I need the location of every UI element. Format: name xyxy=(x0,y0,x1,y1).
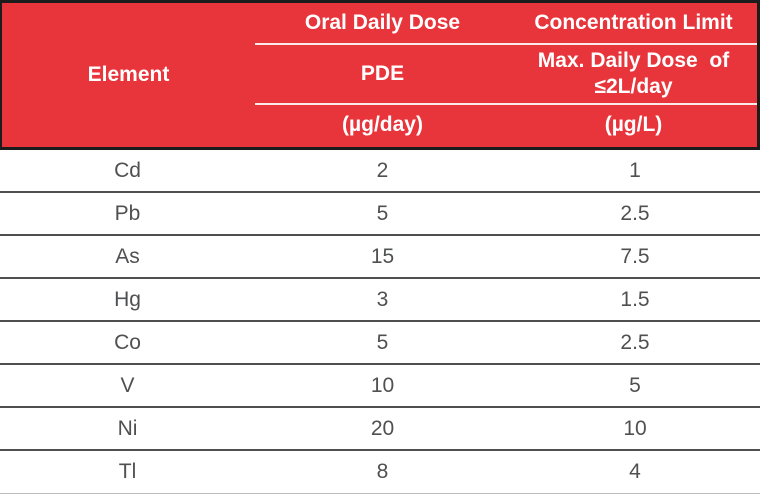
cell-element: V xyxy=(120,373,135,397)
table-row: V 10 5 xyxy=(0,365,760,408)
max-daily-dose-line2: ≤2L/day xyxy=(594,75,673,98)
header-cell-element: Element xyxy=(87,63,170,86)
cell-pde: 15 xyxy=(370,244,395,268)
header-row-units: (µg/day) (µg/L) xyxy=(255,105,757,145)
table-row: As 15 7.5 xyxy=(0,236,760,279)
cell-limit: 1 xyxy=(629,158,641,182)
cell-element: Pb xyxy=(114,201,141,225)
cell-pde: 2 xyxy=(376,158,389,182)
cell-limit: 7.5 xyxy=(620,244,650,268)
table-row: Hg 3 1.5 xyxy=(0,279,760,322)
header-row-subtitles: PDE Max. Daily Dose of ≤2L/day xyxy=(255,45,757,105)
cell-element: Hg xyxy=(114,287,141,311)
cell-element: Tl xyxy=(118,460,137,483)
cell-element: Co xyxy=(114,330,141,354)
table-row: Cd 2 1 xyxy=(0,150,760,193)
cell-element: As xyxy=(115,244,140,268)
table-body: Cd 2 1 Pb 5 2.5 As 15 7.5 Hg 3 1.5 Co 5 2.5 V 10 5 Ni 20 10 T… xyxy=(0,150,760,494)
header-cell-oral-daily-dose: Oral Daily Dose xyxy=(304,11,461,34)
cell-pde: 5 xyxy=(376,330,389,354)
header-cell-pde: PDE xyxy=(360,62,405,85)
table-row: Tl 8 4 xyxy=(0,451,760,494)
table-row: Pb 5 2.5 xyxy=(0,193,760,236)
max-daily-dose-line1: Max. Daily Dose of xyxy=(537,49,730,72)
header-cell-unit-ug-l: (µg/L) xyxy=(604,113,663,136)
cell-limit: 5 xyxy=(629,373,641,397)
header-cell-unit-ug-day: (µg/day) xyxy=(342,113,423,136)
header-cell-max-daily-dose: Max. Daily Dose of ≤2L/day xyxy=(510,45,757,103)
header-right-section: Oral Daily Dose Concentration Limit PDE … xyxy=(255,3,757,147)
cell-pde: 5 xyxy=(376,201,389,225)
table-row: Co 5 2.5 xyxy=(0,322,760,365)
cell-limit: 4 xyxy=(629,460,641,483)
cell-pde: 20 xyxy=(370,416,395,440)
table-row: Ni 20 10 xyxy=(0,408,760,451)
cell-limit: 2.5 xyxy=(620,201,650,225)
header-row-titles: Oral Daily Dose Concentration Limit xyxy=(255,3,757,45)
table-header: Element Oral Daily Dose Concentration Li… xyxy=(0,0,760,150)
cell-pde: 10 xyxy=(370,373,395,397)
header-cell-concentration-limit: Concentration Limit xyxy=(534,11,733,34)
cell-element: Cd xyxy=(114,158,141,182)
cell-limit: 1.5 xyxy=(620,287,650,311)
cell-pde: 8 xyxy=(376,460,389,483)
cell-pde: 3 xyxy=(376,287,389,311)
cell-limit: 2.5 xyxy=(620,330,650,354)
cell-limit: 10 xyxy=(623,416,647,440)
cell-element: Ni xyxy=(117,416,138,440)
